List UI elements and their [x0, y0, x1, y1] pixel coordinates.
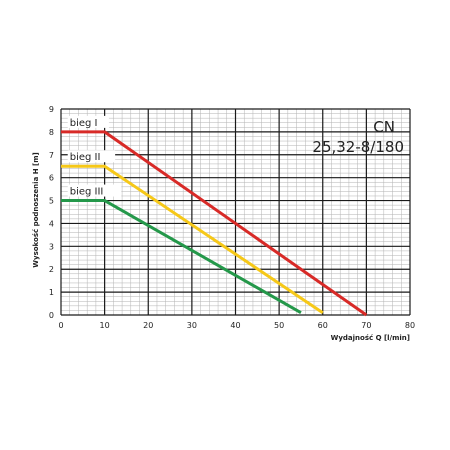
y-tick-label: 2 — [49, 265, 54, 274]
y-axis-label: Wysokość podnoszenia H [m] — [32, 152, 40, 267]
y-tick-label: 7 — [49, 151, 54, 160]
x-axis-label: Wydajność Q [l/min] — [331, 334, 410, 342]
x-tick-label: 60 — [318, 321, 328, 330]
x-tick-label: 80 — [405, 321, 415, 330]
y-tick-label: 5 — [49, 197, 54, 206]
x-tick-label: 20 — [143, 321, 153, 330]
x-tick-label: 30 — [187, 321, 197, 330]
series-line-bieg-i — [61, 130, 368, 317]
y-tick-label: 8 — [49, 128, 54, 137]
x-tick-label: 10 — [100, 321, 110, 330]
y-tick-label: 3 — [49, 242, 54, 251]
series-label-bieg-iii: bieg III — [70, 187, 104, 198]
chart-title-variant: 25,32-8/180 — [312, 138, 404, 156]
y-tick-label: 0 — [49, 311, 54, 320]
x-tick-label: 40 — [230, 321, 240, 330]
x-tick-label: 0 — [58, 321, 63, 330]
series-labels: bieg I bieg II bieg III — [67, 115, 122, 198]
series-line-bieg-ii — [61, 164, 324, 314]
tick-labels: 0 10 20 30 40 50 60 70 80 0 1 2 3 4 5 6 7 8 9 — [49, 105, 415, 330]
y-tick-label: 1 — [49, 288, 54, 297]
series-line-bieg-iii — [61, 199, 302, 315]
y-tick-label: 6 — [49, 174, 54, 183]
y-tick-label: 4 — [49, 219, 54, 228]
x-tick-label: 70 — [361, 321, 371, 330]
x-tick-label: 50 — [274, 321, 284, 330]
series-label-bg — [67, 150, 116, 163]
chart-title-model: CN — [373, 118, 395, 136]
series-label-bg — [67, 115, 109, 128]
y-tick-label: 9 — [49, 105, 54, 114]
series-lines — [61, 130, 368, 317]
series-label-bg — [67, 184, 122, 197]
series-label-bieg-i: bieg I — [70, 118, 98, 129]
series-label-bieg-ii: bieg II — [70, 152, 101, 163]
